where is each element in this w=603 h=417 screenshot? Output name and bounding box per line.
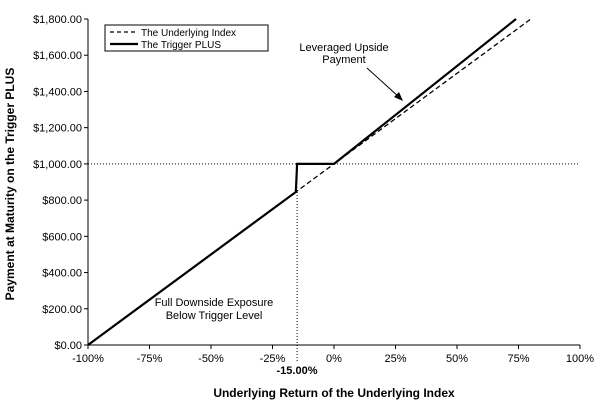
x-tick-label: -50%	[198, 353, 224, 365]
upside-annotation-line2: Payment	[322, 54, 365, 66]
legend-label-trigger-plus: The Trigger PLUS	[141, 40, 221, 51]
legend: The Underlying Index The Trigger PLUS	[104, 24, 269, 52]
annotations: Leveraged Upside Payment Full Downside E…	[155, 42, 403, 377]
y-tick-label: $600.00	[42, 231, 82, 243]
legend-label-underlying-index: The Underlying Index	[141, 28, 236, 39]
trigger-level-label: -15.00%	[277, 365, 318, 377]
axes: $0.00 $200.00 $400.00 $600.00 $800.00 $1,000.…	[3, 14, 594, 400]
y-tick-label: $1,000.00	[33, 159, 82, 171]
x-tick-label: 50%	[446, 353, 468, 365]
upside-annotation-arrowhead	[394, 92, 403, 101]
y-tick-label: $1,600.00	[33, 50, 82, 62]
y-tick-label: $400.00	[42, 268, 82, 280]
downside-annotation-line2: Below Trigger Level	[166, 310, 263, 322]
x-tick-label: 25%	[384, 353, 406, 365]
y-tick-label: $1,400.00	[33, 86, 82, 98]
upside-annotation-arrow-shaft	[366, 67, 401, 99]
x-tick-label: 100%	[566, 353, 594, 365]
y-tick-label: $0.00	[54, 340, 82, 352]
y-tick-label: $1,200.00	[33, 123, 82, 135]
x-tick-label: -25%	[260, 353, 286, 365]
y-tick-label: $1,800.00	[33, 14, 82, 26]
downside-annotation-line1: Full Downside Exposure	[155, 297, 274, 309]
series-line-the-trigger-plus	[87, 18, 517, 346]
legend-box	[104, 24, 269, 52]
y-tick-label: $200.00	[42, 304, 82, 316]
reference-lines	[88, 163, 580, 363]
upside-annotation-line1: Leveraged Upside	[299, 42, 388, 54]
x-tick-label: -75%	[137, 353, 163, 365]
x-tick-label: 0%	[326, 353, 342, 365]
y-tick-label: $800.00	[42, 195, 82, 207]
y-axis-title: Payment at Maturity on the Trigger PLUS	[3, 68, 17, 301]
x-tick-label: -100%	[72, 353, 104, 365]
x-axis-title: Underlying Return of the Underlying Inde…	[213, 386, 455, 400]
x-tick-label: 75%	[507, 353, 529, 365]
series-lines	[87, 18, 532, 346]
